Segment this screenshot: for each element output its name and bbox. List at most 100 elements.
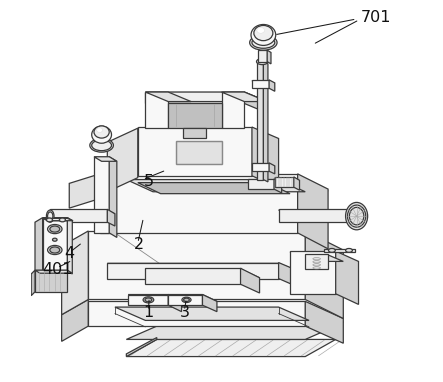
Polygon shape xyxy=(43,218,67,271)
Polygon shape xyxy=(252,127,279,188)
Polygon shape xyxy=(62,299,88,342)
Polygon shape xyxy=(145,268,241,284)
Ellipse shape xyxy=(313,267,320,269)
Polygon shape xyxy=(298,174,328,249)
Polygon shape xyxy=(67,218,72,274)
Ellipse shape xyxy=(346,202,368,230)
Polygon shape xyxy=(248,179,274,189)
Polygon shape xyxy=(31,270,35,296)
Polygon shape xyxy=(222,92,267,102)
Ellipse shape xyxy=(47,210,54,222)
Polygon shape xyxy=(62,231,88,315)
Polygon shape xyxy=(176,141,222,163)
Polygon shape xyxy=(126,338,157,356)
Polygon shape xyxy=(202,295,217,312)
Polygon shape xyxy=(222,92,245,128)
Polygon shape xyxy=(35,218,43,275)
Polygon shape xyxy=(305,301,343,343)
Ellipse shape xyxy=(90,139,113,152)
Polygon shape xyxy=(94,157,109,233)
Polygon shape xyxy=(258,50,267,62)
Polygon shape xyxy=(168,295,217,301)
Ellipse shape xyxy=(350,207,364,225)
Ellipse shape xyxy=(97,128,103,133)
Polygon shape xyxy=(107,209,115,226)
Polygon shape xyxy=(138,127,252,176)
Ellipse shape xyxy=(346,248,353,252)
Polygon shape xyxy=(305,255,343,261)
Polygon shape xyxy=(264,62,268,182)
Polygon shape xyxy=(145,92,191,102)
Polygon shape xyxy=(252,81,275,84)
Polygon shape xyxy=(88,301,305,326)
Polygon shape xyxy=(50,209,107,222)
Polygon shape xyxy=(252,80,269,88)
Ellipse shape xyxy=(347,205,366,227)
Polygon shape xyxy=(35,270,72,273)
Polygon shape xyxy=(257,62,264,180)
Polygon shape xyxy=(290,251,336,294)
Polygon shape xyxy=(145,92,168,128)
Polygon shape xyxy=(126,326,336,340)
Ellipse shape xyxy=(256,58,268,65)
Text: 4: 4 xyxy=(65,246,75,261)
Ellipse shape xyxy=(47,245,62,254)
Polygon shape xyxy=(252,163,275,167)
Ellipse shape xyxy=(182,297,191,303)
Polygon shape xyxy=(248,180,282,183)
Polygon shape xyxy=(88,231,305,299)
Ellipse shape xyxy=(313,257,320,260)
Ellipse shape xyxy=(59,218,66,222)
Ellipse shape xyxy=(47,212,53,220)
Polygon shape xyxy=(145,92,267,102)
Polygon shape xyxy=(69,174,100,208)
Polygon shape xyxy=(305,254,328,269)
Ellipse shape xyxy=(254,26,273,40)
Ellipse shape xyxy=(50,226,60,232)
Text: 401: 401 xyxy=(43,262,73,277)
Ellipse shape xyxy=(50,247,60,253)
Text: 1: 1 xyxy=(144,305,154,320)
Ellipse shape xyxy=(94,126,109,138)
Polygon shape xyxy=(126,180,305,192)
Polygon shape xyxy=(128,295,168,305)
Polygon shape xyxy=(43,218,72,221)
Polygon shape xyxy=(107,262,279,278)
Polygon shape xyxy=(88,303,343,322)
Polygon shape xyxy=(168,104,222,128)
Polygon shape xyxy=(145,269,260,278)
Polygon shape xyxy=(275,178,299,181)
Polygon shape xyxy=(107,263,309,275)
Text: 2: 2 xyxy=(134,237,144,252)
Polygon shape xyxy=(305,231,343,319)
Ellipse shape xyxy=(184,298,189,301)
Ellipse shape xyxy=(143,297,154,303)
Polygon shape xyxy=(269,163,275,174)
Ellipse shape xyxy=(257,28,264,33)
Polygon shape xyxy=(145,92,245,104)
Ellipse shape xyxy=(53,238,57,241)
Ellipse shape xyxy=(252,37,275,48)
Polygon shape xyxy=(324,249,355,252)
Polygon shape xyxy=(35,270,67,292)
Polygon shape xyxy=(107,128,138,192)
Polygon shape xyxy=(115,307,309,320)
Ellipse shape xyxy=(250,35,277,50)
Polygon shape xyxy=(290,252,358,262)
Polygon shape xyxy=(168,295,182,312)
Polygon shape xyxy=(252,163,269,171)
Polygon shape xyxy=(267,50,271,64)
Polygon shape xyxy=(50,210,115,214)
Text: 3: 3 xyxy=(179,305,190,320)
Polygon shape xyxy=(168,295,202,305)
Polygon shape xyxy=(279,210,362,214)
Polygon shape xyxy=(245,92,267,113)
Text: 5: 5 xyxy=(144,174,154,189)
Polygon shape xyxy=(126,340,336,356)
Polygon shape xyxy=(294,177,299,190)
Text: 701: 701 xyxy=(361,10,391,25)
Polygon shape xyxy=(109,157,117,238)
Ellipse shape xyxy=(92,126,112,143)
Polygon shape xyxy=(138,183,290,194)
Ellipse shape xyxy=(313,261,320,263)
